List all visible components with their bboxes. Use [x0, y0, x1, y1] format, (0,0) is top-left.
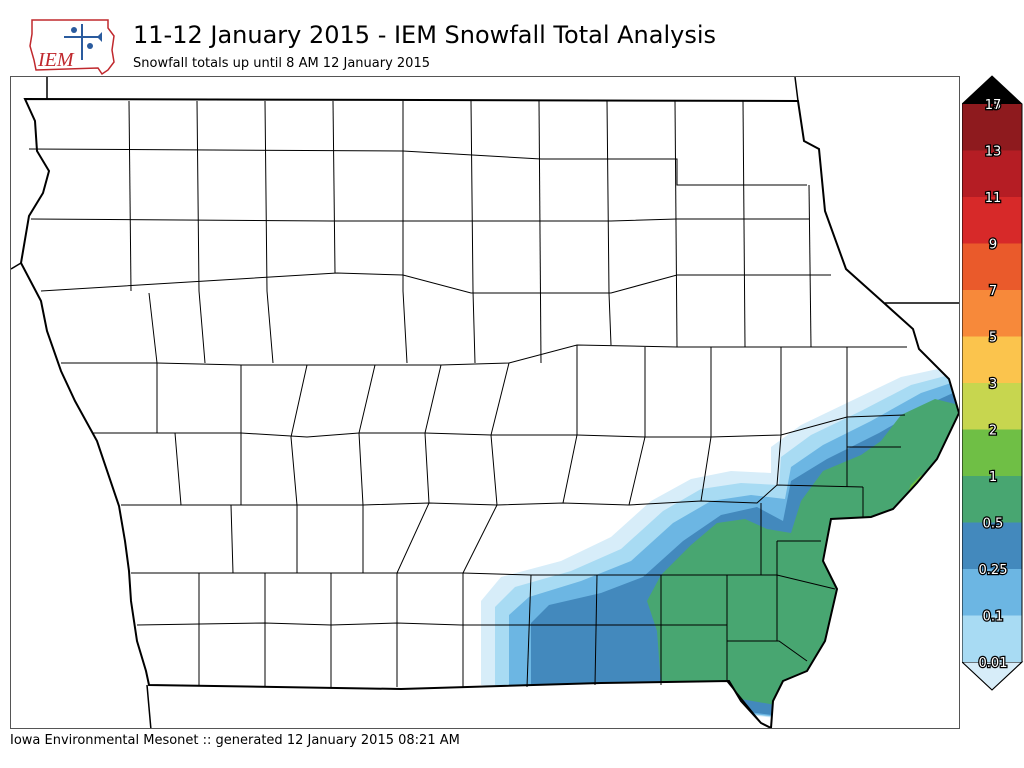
legend-box-13 [962, 150, 1022, 197]
legend-label-0.1: 0.1 [983, 610, 1004, 625]
footer-credit: Iowa Environmental Mesonet :: generated … [10, 733, 460, 748]
iowa-snowfall-map [11, 77, 959, 728]
legend-box-17 [962, 76, 1022, 104]
legend-box-11 [962, 197, 1022, 244]
legend-box-9 [962, 243, 1022, 290]
legend-label-3: 3 [989, 377, 997, 392]
legend-label-1: 1 [989, 470, 997, 485]
legend-box-1 [962, 476, 1022, 523]
snowfall-shading [481, 367, 959, 728]
legend-label-11: 11 [985, 191, 1002, 206]
legend-box-5 [962, 336, 1022, 383]
legend-box-15 [962, 104, 1022, 151]
legend-box-0.5 [962, 522, 1022, 569]
legend-box-3 [962, 383, 1022, 430]
page-title: 11-12 January 2015 - IEM Snowfall Total … [133, 21, 716, 49]
legend-label-9: 9 [989, 238, 997, 253]
legend-box-0.1 [962, 615, 1022, 662]
legend-box-7 [962, 290, 1022, 337]
legend-label-0.5: 0.5 [983, 517, 1004, 532]
legend-label-0.25: 0.25 [979, 563, 1008, 578]
legend-box-2 [962, 429, 1022, 476]
map-frame [10, 76, 960, 729]
legend-label-2: 2 [989, 424, 997, 439]
logo-text: IEM [37, 49, 75, 71]
iem-logo: IEM [29, 19, 115, 76]
state-borders [11, 77, 959, 728]
legend-color-boxes [962, 75, 1024, 691]
legend-box-0.25 [962, 569, 1022, 616]
legend-label-15: 15 [985, 98, 1002, 113]
legend-label-5: 5 [989, 331, 997, 346]
legend-label-7: 7 [989, 284, 997, 299]
legend-label-0.01: 0.01 [979, 656, 1008, 671]
county-lines [28, 100, 907, 688]
page-subtitle: Snowfall totals up until 8 AM 12 January… [133, 56, 430, 71]
legend-label-17: 17 [985, 98, 1002, 113]
weather-vane-icon [64, 24, 102, 60]
legend-label-13: 13 [985, 145, 1002, 160]
